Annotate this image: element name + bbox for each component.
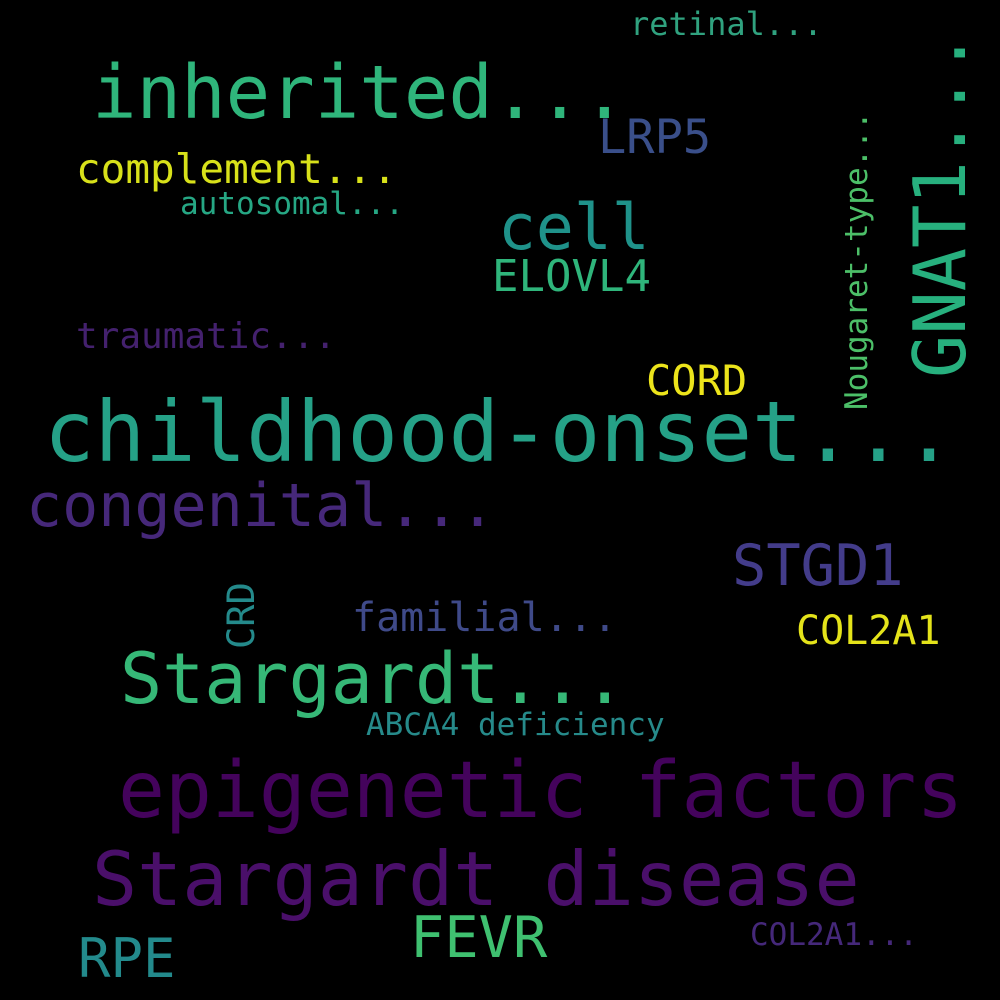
word: cell	[498, 191, 650, 264]
word: traumatic...	[76, 316, 337, 357]
word: autosomal...	[180, 186, 404, 222]
word: epigenetic factors	[118, 746, 964, 836]
word: familial...	[352, 595, 617, 641]
word: CRD	[220, 582, 263, 649]
word: Stargardt...	[120, 638, 626, 720]
word: retinal...	[630, 5, 823, 43]
word: complement...	[76, 145, 397, 193]
word: inherited...	[92, 50, 627, 136]
word: CORD	[646, 356, 748, 405]
word: Nougaret-type...	[839, 111, 875, 410]
word: FEVR	[410, 905, 548, 971]
word: COL2A1...	[750, 917, 918, 953]
word: LRP5	[598, 110, 712, 165]
word: GNAT1...	[898, 31, 982, 378]
word: STGD1	[732, 533, 904, 599]
word: childhood-onset...	[44, 383, 955, 481]
word: RPE	[78, 927, 176, 990]
word: Stargardt disease	[92, 835, 860, 923]
word: COL2A1	[796, 608, 941, 654]
word: ELOVL4	[492, 251, 651, 302]
word: ABCA4 deficiency	[366, 707, 665, 743]
word: congenital...	[26, 471, 496, 541]
